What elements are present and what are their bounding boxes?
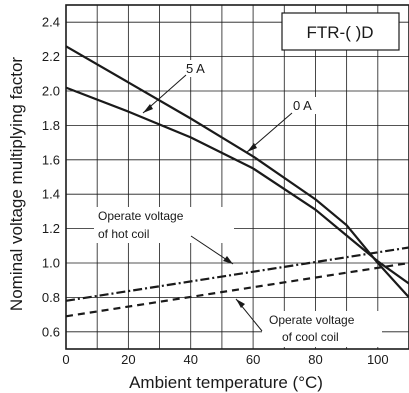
arrow-5a <box>143 104 153 113</box>
label-5a-bg <box>183 60 216 77</box>
plot-border <box>65 4 409 350</box>
y-tick-label: 1.6 <box>42 152 60 167</box>
x-tick-label: 60 <box>246 352 260 367</box>
arrow-cool-coil <box>236 299 245 308</box>
series-line-3 <box>65 261 409 318</box>
x-tick-label: 40 <box>183 352 197 367</box>
y-tick-label: 0.6 <box>42 324 60 339</box>
model-tag-box <box>281 12 400 51</box>
y-tick-label: 1.8 <box>42 118 60 133</box>
series-line-1 <box>65 86 409 285</box>
series-line-2 <box>65 246 409 302</box>
label-0a: 0 A <box>293 98 312 113</box>
series-lines <box>65 45 409 318</box>
arrow-0a <box>247 143 257 152</box>
x-tick-label: 80 <box>308 352 322 367</box>
y-tick-label: 2.4 <box>42 15 60 30</box>
label-hot-coil-line1: Operate voltage <box>98 209 184 223</box>
label-5a: 5 A <box>186 61 205 76</box>
label-cool-coil-line2: of cool coil <box>282 330 339 344</box>
model-tag: FTR-( )D <box>306 23 373 42</box>
label-cool-coil-line1: Operate voltage <box>269 313 355 327</box>
label-hot-coil-line2: of hot coil <box>98 227 149 241</box>
x-tick-label: 20 <box>121 352 135 367</box>
plot-frame <box>65 4 409 350</box>
y-tick-label: 1.0 <box>42 256 60 271</box>
y-tick-label: 1.2 <box>42 221 60 236</box>
y-tick-label: 1.4 <box>42 187 60 202</box>
label-cool-coil-bg <box>262 311 382 347</box>
series-line-0 <box>65 45 409 299</box>
x-axis-label: Ambient temperature (°C) <box>129 373 323 392</box>
y-axis-label: Nominal voltage multiplying factor <box>7 57 26 312</box>
y-tick-label: 2.2 <box>42 49 60 64</box>
grid <box>66 5 409 349</box>
y-tick-label: 0.8 <box>42 290 60 305</box>
x-tick-label: 100 <box>367 352 389 367</box>
label-0a-bg <box>289 97 322 114</box>
y-tick-label: 2.0 <box>42 84 60 99</box>
arrow-hot-coil <box>223 256 233 264</box>
tick-labels: 0 20 40 60 80 100 0.6 0.8 1.0 1.2 1.4 1.6 1.8 2.0 2.2 2… <box>42 15 389 367</box>
x-tick-label: 0 <box>62 352 69 367</box>
label-hot-coil-bg <box>94 207 234 243</box>
